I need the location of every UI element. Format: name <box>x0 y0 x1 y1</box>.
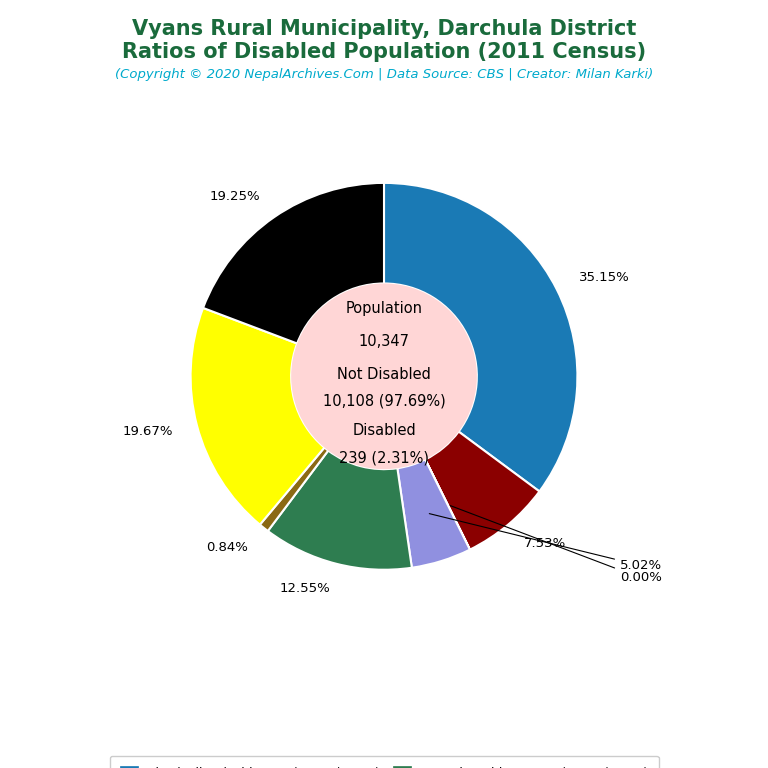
Text: Disabled: Disabled <box>352 423 416 438</box>
Text: 12.55%: 12.55% <box>280 581 330 594</box>
Wedge shape <box>268 451 412 570</box>
Text: 10,347: 10,347 <box>359 334 409 349</box>
Text: 35.15%: 35.15% <box>579 272 630 284</box>
Text: 19.25%: 19.25% <box>209 190 260 203</box>
Text: 0.84%: 0.84% <box>207 541 248 554</box>
Wedge shape <box>425 459 470 550</box>
Text: 5.02%: 5.02% <box>429 514 662 572</box>
Text: 10,108 (97.69%): 10,108 (97.69%) <box>323 394 445 409</box>
Wedge shape <box>260 448 328 531</box>
Text: Ratios of Disabled Population (2011 Census): Ratios of Disabled Population (2011 Cens… <box>122 42 646 62</box>
Text: Not Disabled: Not Disabled <box>337 367 431 382</box>
Text: (Copyright © 2020 NepalArchives.Com | Data Source: CBS | Creator: Milan Karki): (Copyright © 2020 NepalArchives.Com | Da… <box>115 68 653 81</box>
Text: Vyans Rural Municipality, Darchula District: Vyans Rural Municipality, Darchula Distr… <box>132 19 636 39</box>
Wedge shape <box>203 183 384 343</box>
Text: Population: Population <box>346 301 422 316</box>
Legend: Physically Disable - 84 (M: 54 | F: 30), Blind Only - 46 (M: 22 | F: 24), Deaf O: Physically Disable - 84 (M: 54 | F: 30),… <box>110 756 658 768</box>
Text: 19.67%: 19.67% <box>122 425 173 439</box>
Circle shape <box>291 283 477 469</box>
Text: 7.53%: 7.53% <box>525 538 567 551</box>
Wedge shape <box>384 183 578 492</box>
Text: 0.00%: 0.00% <box>450 505 662 584</box>
Text: 239 (2.31%): 239 (2.31%) <box>339 450 429 465</box>
Wedge shape <box>425 432 539 550</box>
Wedge shape <box>397 459 470 568</box>
Wedge shape <box>190 308 324 525</box>
